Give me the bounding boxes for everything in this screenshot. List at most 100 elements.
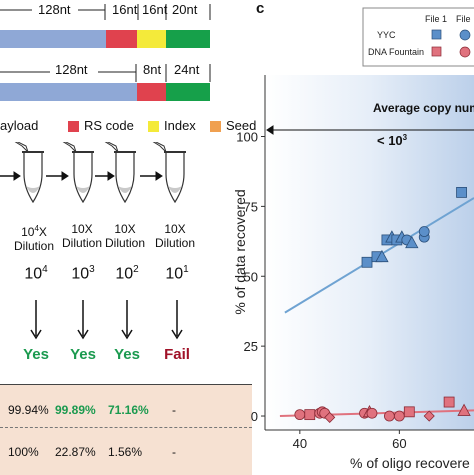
fountain-point-diamond xyxy=(423,410,435,422)
y-tick-label: 100 xyxy=(236,129,258,144)
structure2-brackets xyxy=(0,64,211,82)
structure1-label-rs: 16nt xyxy=(112,2,138,17)
fountain-point-diamond xyxy=(324,411,336,423)
copy-number-2-base: 10 xyxy=(71,265,90,283)
legend-row-fountain: DNA Fountain xyxy=(368,47,424,57)
dilution-3-word: Dilution xyxy=(105,236,146,250)
table-row2-cell3: 1.56% xyxy=(108,445,143,459)
y-axis-title: % of data recovered xyxy=(232,189,248,314)
copy-number-2: 103 xyxy=(63,264,103,283)
table-row1-cell4: - xyxy=(172,403,176,417)
dilution-1-sup: 4 xyxy=(34,224,39,233)
tube-4 xyxy=(143,142,187,203)
legend-col1: File 1 xyxy=(425,14,447,24)
legend-yyc-square xyxy=(431,29,442,40)
range-label-base: < 10 xyxy=(377,133,403,148)
dilution-4-label: 10X Dilution xyxy=(155,222,195,250)
table-row2-cell2: 22.87% xyxy=(55,445,96,459)
legend-fountain-circle xyxy=(459,46,471,58)
copy-number-1-exp: 4 xyxy=(42,264,48,275)
legend-yyc-circle xyxy=(459,29,471,41)
down-arrows xyxy=(30,300,183,340)
fountain-point-circle xyxy=(294,409,306,421)
legend-index-swatch xyxy=(148,121,159,132)
range-arrow xyxy=(266,125,474,135)
legend-box xyxy=(362,7,474,67)
result-2: Yes xyxy=(70,346,96,363)
copy-number-1-base: 10 xyxy=(24,265,43,283)
structure2-label-payload: 128nt xyxy=(55,62,88,77)
structure2-bar xyxy=(0,83,210,101)
fountain-point-circle xyxy=(384,410,395,422)
segment-index xyxy=(137,30,166,48)
data-marks xyxy=(294,187,471,423)
x-tick-label: 40 xyxy=(293,436,307,451)
legend-payload-label: ayload xyxy=(0,118,39,133)
segment-payload xyxy=(0,83,137,101)
range-label-exp: 3 xyxy=(403,133,408,142)
dilution-4-word: Dilution xyxy=(155,236,196,250)
dilution-tubes xyxy=(0,142,187,203)
fountain-point-square xyxy=(443,396,455,408)
y-tick-label: 0 xyxy=(251,409,258,424)
copy-number-4-base: 10 xyxy=(165,265,184,283)
copy-number-4-exp: 1 xyxy=(183,264,189,275)
result-3: Yes xyxy=(114,346,140,363)
legend-seed-swatch xyxy=(210,121,221,132)
table-row1-cell2: 99.89% xyxy=(55,403,96,417)
structure1-label-seed: 20nt xyxy=(172,2,198,17)
legend-col2: File xyxy=(456,14,471,24)
legend-rs-swatch xyxy=(68,121,79,132)
y-tick-label: 25 xyxy=(244,339,258,354)
tube-1 xyxy=(5,142,45,203)
fountain-point-circle xyxy=(393,410,405,422)
dilution-1-x: X xyxy=(38,225,47,239)
range-label: < 103 xyxy=(377,133,408,148)
dilution-3-base: 10X xyxy=(114,222,136,236)
chart-header: Average copy num xyxy=(373,101,474,115)
segment-payload xyxy=(0,30,106,48)
chart-legend: File 1 File YYC DNA Fountain xyxy=(362,7,474,67)
dilution-2-label: 10X Dilution xyxy=(62,222,102,250)
segment-seed xyxy=(166,30,210,48)
structure1-label-index: 16nt xyxy=(142,2,168,17)
fountain-point-square xyxy=(304,409,316,421)
legend-row-yyc: YYC xyxy=(377,30,396,40)
table-row2-cell4: - xyxy=(172,445,176,459)
dilution-1-word: Dilution xyxy=(14,239,55,253)
legend-fountain-square xyxy=(431,46,442,57)
legend-seed-label: Seed xyxy=(226,118,257,133)
copy-number-3-exp: 2 xyxy=(133,264,139,275)
panel-letter: c xyxy=(256,0,265,17)
legend-index-label: Index xyxy=(164,118,196,133)
structure1-bar xyxy=(0,30,210,48)
axis-ticks: 0 25 50 75 100 40 60 xyxy=(236,129,406,451)
tube-3 xyxy=(95,142,137,203)
tube-2 xyxy=(53,142,95,203)
structure1-label-payload: 128nt xyxy=(38,2,71,17)
table-divider xyxy=(0,427,252,428)
table-row1-cell1: 99.94% xyxy=(8,403,49,417)
legend-rs-label: RS code xyxy=(84,118,134,133)
fountain-point-triangle xyxy=(457,403,471,416)
dilution-1-base: 10 xyxy=(21,225,35,239)
segment-rs-code xyxy=(137,83,166,101)
result-4: Fail xyxy=(164,346,190,363)
copy-number-2-exp: 3 xyxy=(89,264,95,275)
fountain-point-square xyxy=(403,406,415,418)
y-tick-label: 75 xyxy=(244,199,258,214)
x-tick-label: 60 xyxy=(392,436,406,451)
dilution-2-base: 10X xyxy=(71,222,93,236)
dilution-4-base: 10X xyxy=(164,222,186,236)
yyc-point-square xyxy=(456,187,467,198)
table-row1-cell3: 71.16% xyxy=(108,403,149,417)
arrows-between xyxy=(0,171,163,181)
result-1: Yes xyxy=(23,346,49,363)
table-row2-cell1: 100% xyxy=(8,445,39,459)
structure2-label-rs: 8nt xyxy=(143,62,162,77)
structure1-brackets xyxy=(0,4,211,20)
yyc-point-triangle xyxy=(405,235,419,249)
yyc-point-circle xyxy=(418,226,430,237)
x-axis-title: % of oligo recovere xyxy=(350,455,470,471)
copy-number-4: 101 xyxy=(157,264,197,283)
